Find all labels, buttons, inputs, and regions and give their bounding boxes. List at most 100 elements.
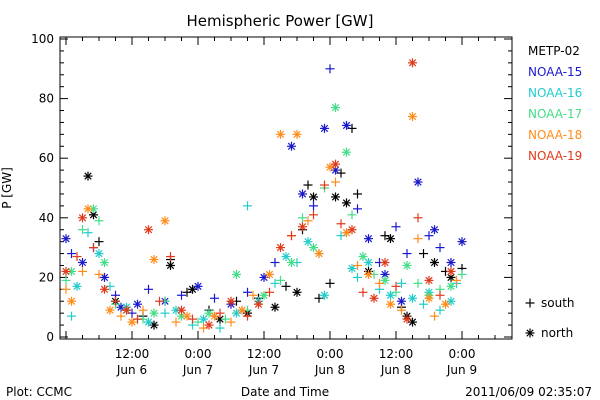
data-point-north bbox=[457, 237, 467, 247]
data-point-north bbox=[430, 225, 439, 235]
data-point-south bbox=[94, 237, 104, 247]
data-point-north bbox=[105, 305, 115, 315]
data-point-north bbox=[342, 147, 351, 157]
data-point-south bbox=[303, 216, 313, 226]
data-point-north bbox=[298, 222, 307, 232]
data-point-north bbox=[347, 263, 357, 273]
y-tick-label: 80 bbox=[39, 92, 54, 106]
data-point-south bbox=[67, 249, 76, 259]
data-point-north bbox=[160, 216, 170, 226]
data-point-south bbox=[138, 305, 148, 315]
data-point-north bbox=[116, 302, 126, 312]
data-point-north bbox=[270, 302, 280, 312]
data-point-north bbox=[402, 260, 412, 270]
data-point-south bbox=[276, 275, 285, 285]
data-point-north bbox=[133, 299, 142, 309]
data-point-north bbox=[127, 317, 137, 327]
data-point-north bbox=[380, 275, 390, 285]
data-point-north bbox=[94, 249, 104, 259]
data-point-south bbox=[375, 278, 384, 288]
data-point-north bbox=[408, 58, 417, 68]
marker-legend: south north bbox=[525, 296, 575, 340]
data-point-south bbox=[424, 231, 434, 241]
footer-timestamp: 2011/06/09 02:35:07 bbox=[465, 385, 592, 399]
data-point-south bbox=[325, 64, 335, 74]
data-point-north bbox=[232, 269, 241, 279]
legend-marker-north: north bbox=[541, 326, 573, 340]
series-noaa-15 bbox=[61, 64, 467, 318]
data-point-south bbox=[67, 311, 76, 321]
data-point-north bbox=[276, 243, 285, 253]
x-tick-time: 12:00 bbox=[379, 347, 414, 361]
data-point-north bbox=[331, 159, 340, 169]
data-point-north bbox=[364, 234, 373, 244]
data-point-north bbox=[292, 287, 302, 297]
data-point-north bbox=[83, 204, 93, 214]
data-point-south bbox=[457, 269, 467, 279]
data-point-north bbox=[166, 260, 175, 270]
x-tick-date: Jun 8 bbox=[314, 363, 345, 377]
data-point-north bbox=[149, 308, 159, 318]
legend-entry-noaa-19: NOAA-19 bbox=[528, 149, 582, 163]
series-noaa-17 bbox=[61, 103, 467, 327]
y-tick-label: 0 bbox=[46, 330, 54, 344]
legend-entry-metp-02: METP-02 bbox=[528, 44, 580, 58]
data-point-north bbox=[199, 314, 208, 324]
legend-entry-noaa-16: NOAA-16 bbox=[528, 86, 582, 100]
data-point-north bbox=[331, 192, 340, 202]
y-axis-label: P [GW] bbox=[0, 167, 14, 209]
data-point-north bbox=[100, 258, 109, 267]
data-point-south bbox=[243, 311, 252, 321]
data-point-south bbox=[116, 311, 126, 321]
data-point-south bbox=[270, 258, 280, 267]
data-point-south bbox=[265, 287, 274, 297]
data-point-north bbox=[364, 258, 373, 267]
data-point-north bbox=[204, 320, 214, 330]
data-point-south bbox=[215, 323, 225, 333]
data-point-south bbox=[353, 204, 362, 214]
data-point-south bbox=[435, 305, 445, 315]
data-points bbox=[61, 58, 467, 333]
data-point-south bbox=[221, 314, 230, 324]
data-point-north bbox=[358, 252, 368, 262]
data-point-north bbox=[347, 225, 357, 235]
data-point-south bbox=[94, 269, 104, 279]
data-point-south bbox=[325, 278, 335, 288]
data-point-south bbox=[358, 287, 368, 297]
x-tick-time: 12:00 bbox=[247, 347, 282, 361]
data-point-north bbox=[144, 317, 153, 327]
data-point-south bbox=[226, 317, 236, 327]
data-point-south bbox=[309, 210, 318, 220]
data-point-south bbox=[397, 278, 406, 288]
data-point-south bbox=[430, 311, 439, 321]
data-point-north bbox=[298, 189, 307, 199]
data-point-north bbox=[210, 311, 219, 321]
data-point-south bbox=[188, 314, 197, 324]
data-point-south bbox=[413, 213, 423, 223]
data-point-north bbox=[386, 290, 395, 300]
data-point-north bbox=[144, 225, 153, 235]
data-point-north bbox=[281, 252, 291, 262]
data-point-south bbox=[397, 305, 406, 315]
data-point-north bbox=[446, 258, 456, 267]
data-point-north bbox=[149, 255, 159, 265]
data-point-south bbox=[303, 180, 313, 190]
data-point-south bbox=[193, 317, 203, 327]
data-point-north bbox=[182, 311, 192, 321]
data-point-south bbox=[320, 180, 329, 190]
data-point-south bbox=[89, 243, 98, 253]
data-point-north bbox=[265, 269, 274, 279]
data-point-south bbox=[402, 249, 412, 259]
x-tick-time: 0:00 bbox=[449, 347, 476, 361]
data-point-north bbox=[171, 305, 181, 315]
data-point-north bbox=[292, 129, 302, 139]
data-point-south bbox=[83, 228, 93, 238]
chart-title: Hemispheric Power [GW] bbox=[187, 12, 374, 30]
data-point-north bbox=[320, 123, 329, 133]
x-axis: 12:00 Jun 6 0:00 Jun 7 12:00 Jun 7 0:00 Jun 8 12… bbox=[65, 37, 496, 377]
data-point-south bbox=[353, 260, 362, 270]
data-point-north bbox=[441, 299, 450, 309]
x-tick-time: 0:00 bbox=[317, 347, 344, 361]
data-point-north bbox=[331, 103, 340, 113]
